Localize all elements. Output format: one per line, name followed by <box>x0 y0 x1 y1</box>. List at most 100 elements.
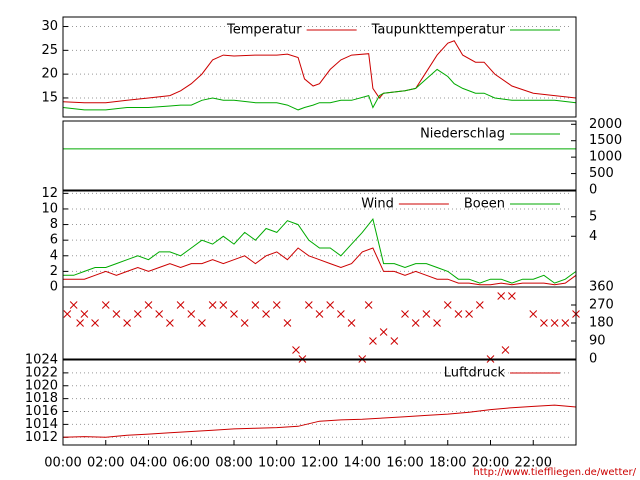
data-line <box>62 68 577 111</box>
wind-direction-point <box>337 310 345 318</box>
wind-direction-point <box>501 346 510 354</box>
y2-tick-label: 1500 <box>589 133 622 148</box>
y-tick-label: 30 <box>41 19 58 34</box>
x-tick-label: 00:00 <box>44 456 81 471</box>
wind-direction-point <box>272 301 281 309</box>
x-tick-label: 08:00 <box>215 456 252 471</box>
y-tick-label: 8 <box>50 217 58 232</box>
wind-direction-point <box>422 310 431 318</box>
y-tick-label: 15 <box>41 90 58 105</box>
wind-direction-point <box>208 301 217 309</box>
y-tick-label: 1024 <box>25 353 58 368</box>
y-tick-label: 1014 <box>25 417 58 432</box>
wind-direction-point <box>315 310 324 318</box>
wind-direction-point <box>166 319 174 327</box>
y-tick-label: 4 <box>50 248 58 263</box>
y2-tick-label: 270 <box>589 298 614 313</box>
wind-direction-point <box>497 292 506 300</box>
y-tick-label: 1020 <box>25 378 58 393</box>
panel-frame <box>62 120 577 191</box>
x-tick-label: 16:00 <box>386 456 423 471</box>
x-tick-label: 10:00 <box>258 456 295 471</box>
wind-direction-point <box>292 346 300 354</box>
wind-direction-point <box>529 310 538 318</box>
wind-direction-point <box>508 292 516 300</box>
legend-label: Temperatur <box>226 23 302 38</box>
wind-direction-point <box>187 310 196 318</box>
wind-direction-point <box>475 301 484 309</box>
y-tick-label: 20 <box>41 67 58 82</box>
wind-direction-point <box>123 319 131 327</box>
wind-direction-point <box>304 301 313 309</box>
legend-label: Taupunkttemperatur <box>371 23 506 38</box>
wind-direction-point <box>262 310 270 318</box>
wind-direction-point <box>454 310 463 318</box>
wind-direction-point <box>443 301 452 309</box>
panel-frame <box>62 16 577 118</box>
wind-direction-point <box>379 328 388 336</box>
wind-direction-point <box>364 301 373 309</box>
x-tick-label: 18:00 <box>429 456 466 471</box>
y-tick-label: 25 <box>41 43 58 58</box>
panel-frame <box>62 286 577 360</box>
wind-direction-point <box>465 310 473 318</box>
wind-direction-point <box>155 310 164 318</box>
data-line <box>62 404 577 438</box>
data-line <box>62 40 577 104</box>
wind-direction-point <box>561 319 570 327</box>
x-tick-label: 04:00 <box>130 456 167 471</box>
source-url: http://www.tieffliegen.de/wetter/ <box>473 467 636 478</box>
y2-tick-label: 0 <box>589 352 597 367</box>
wind-direction-point <box>326 301 335 309</box>
wind-direction-point <box>369 337 377 345</box>
legend-label: Wind <box>361 197 394 212</box>
y-tick-label: 6 <box>50 233 58 248</box>
wind-direction-point <box>347 319 356 327</box>
y-tick-label: 1012 <box>25 430 58 445</box>
data-line <box>63 247 577 286</box>
wind-direction-point <box>390 337 399 345</box>
y2-tick-label: 90 <box>589 334 606 349</box>
x-tick-label: 22:00 <box>515 456 552 471</box>
wind-direction-point <box>240 319 249 327</box>
legend-label: Niederschlag <box>420 127 505 142</box>
y2-tick-label: 4 <box>589 229 597 244</box>
x-tick-label: 20:00 <box>472 456 509 471</box>
y2-tick-label: 180 <box>589 316 614 331</box>
x-tick-label: 02:00 <box>87 456 124 471</box>
wind-direction-point <box>550 319 559 327</box>
y-tick-label: 0 <box>50 280 58 295</box>
legend-label: Boeen <box>464 197 505 212</box>
legend-label: Luftdruck <box>444 366 506 381</box>
wind-direction-point <box>219 301 228 309</box>
y-tick-label: 1016 <box>25 404 58 419</box>
y2-tick-label: 1000 <box>589 150 622 165</box>
wind-direction-point <box>133 310 142 318</box>
y2-tick-label: 0 <box>589 183 597 198</box>
y2-tick-label: 5 <box>589 209 597 224</box>
wind-direction-point <box>112 310 121 318</box>
wind-direction-point <box>91 319 99 327</box>
y2-tick-label: 500 <box>589 166 614 181</box>
y2-tick-label: 2000 <box>589 117 622 132</box>
data-line <box>63 217 577 284</box>
wind-direction-point <box>63 310 72 318</box>
wind-direction-point <box>144 301 153 309</box>
wind-direction-point <box>80 310 89 318</box>
wind-direction-point <box>411 319 420 327</box>
wind-direction-point <box>251 301 260 309</box>
wind-direction-point <box>101 301 110 309</box>
y-tick-label: 1018 <box>25 391 58 406</box>
y-tick-label: 10 <box>41 201 58 216</box>
wind-direction-point <box>198 319 206 327</box>
wind-direction-point <box>76 319 84 327</box>
wind-direction-point <box>176 301 185 309</box>
x-tick-label: 14:00 <box>344 456 381 471</box>
y-tick-label: 2 <box>50 264 58 279</box>
wind-direction-point <box>401 310 409 318</box>
x-tick-label: 06:00 <box>173 456 210 471</box>
x-tick-label: 12:00 <box>301 456 338 471</box>
wind-direction-point <box>69 301 78 309</box>
